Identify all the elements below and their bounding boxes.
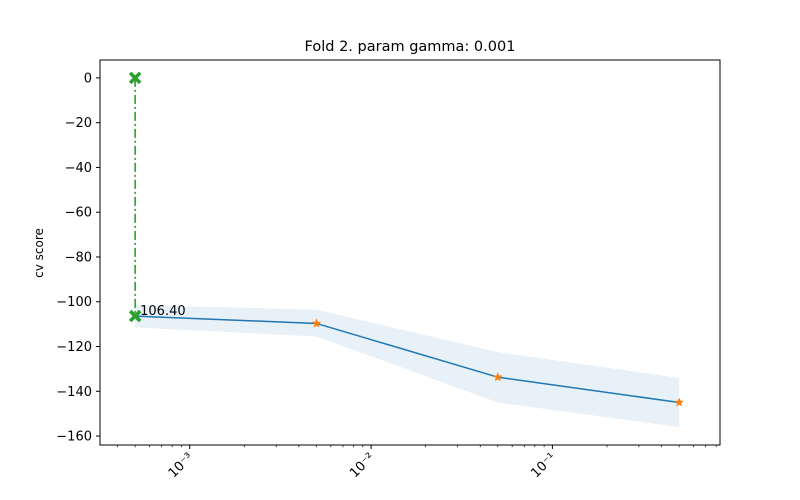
y-tick-label: −60 [65,206,92,221]
y-tick-label: −80 [65,250,92,265]
data-point-marker [492,371,503,382]
x-marker-stroke [128,71,142,85]
y-tick-label: −100 [56,295,92,310]
best-score-label: 106.40 [140,304,186,319]
y-tick-label: −40 [65,161,92,176]
x-marker-stroke [128,309,142,323]
y-tick-label: −20 [65,116,92,131]
data-point-marker [311,318,322,328]
chart-title: Fold 2. param gamma: 0.001 [305,39,516,55]
y-tick-label: −160 [56,430,92,445]
axes-frame [99,59,721,446]
confidence-band [135,305,680,428]
best-marker-bottom [128,309,142,323]
y-axis-label: cv score [32,228,46,278]
series-line [135,315,680,404]
y-tick-label: −140 [56,385,92,400]
data-point-marker [674,397,685,407]
y-tick-label: 0 [84,71,92,86]
best-marker-top [128,71,142,85]
y-tick-label: −120 [56,340,92,355]
